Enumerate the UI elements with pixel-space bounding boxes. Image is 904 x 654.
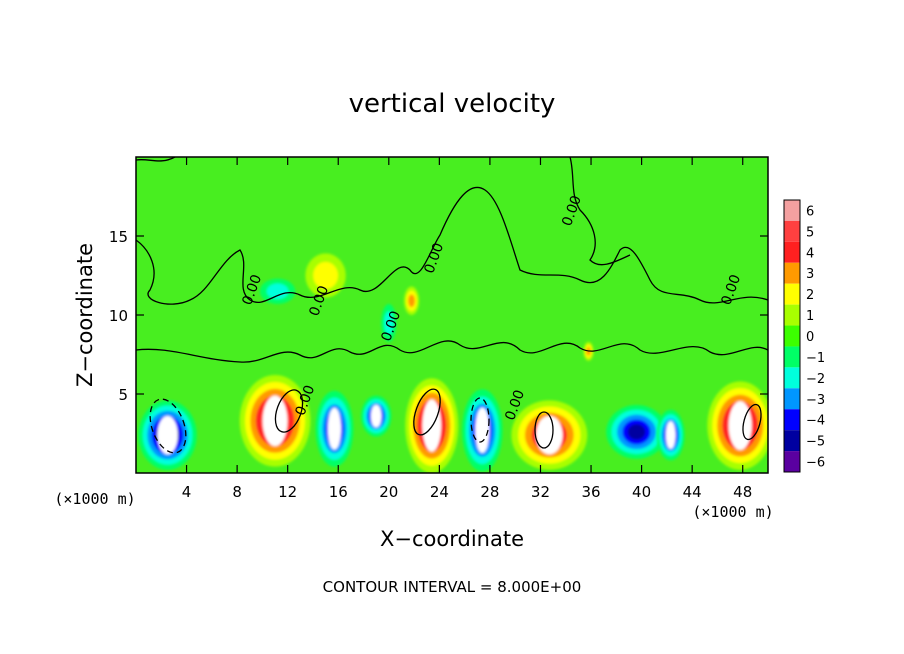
colorbar-label-13: −6 — [806, 456, 825, 471]
colorbar-swatch-12 — [784, 430, 800, 452]
x-tick-label-28: 28 — [480, 483, 499, 501]
chart-title: vertical velocity — [349, 89, 556, 119]
velocity-cell-1 — [138, 400, 197, 470]
y-unit-label: (×1000 m) — [54, 490, 135, 508]
colorbar: 6 5 4 3 2 1 0 −1 −2 −3 −4 −5 −6 — [783, 199, 825, 473]
y-axis-ticks: 5 10 15 — [109, 228, 768, 404]
zero-contour-cell-3 — [413, 388, 441, 436]
colorbar-swatch-10 — [784, 388, 800, 410]
colorbar-frame — [783, 199, 801, 473]
zero-contour-cell-6 — [742, 403, 762, 441]
velocity-cell-8-level-5 — [627, 424, 646, 440]
zero-contour-cell-5 — [534, 411, 554, 449]
colorbar-swatch-9 — [784, 367, 800, 389]
zero-contour-left — [136, 157, 176, 162]
x-tick-label-4: 4 — [182, 483, 192, 501]
colorbar-swatch-8 — [784, 346, 800, 368]
x-tick-label-24: 24 — [430, 483, 449, 501]
colorbar-swatch-11 — [784, 409, 800, 431]
velocity-cell-1-core — [157, 415, 178, 455]
velocity-cell-3-core — [327, 407, 342, 450]
velocity-cell-4 — [360, 395, 392, 437]
colorbar-label-12: −5 — [806, 435, 825, 450]
colorbar-label-6: 1 — [806, 309, 814, 324]
colorbar-label-3: 4 — [806, 246, 814, 261]
colorbar-label-10: −3 — [806, 393, 825, 408]
colorbar-label-8: −1 — [806, 351, 825, 366]
x-tick-label-16: 16 — [329, 483, 348, 501]
velocity-cell-10-core — [728, 401, 752, 450]
x-tick-label-20: 20 — [379, 483, 398, 501]
colorbar-label-2: 5 — [806, 225, 814, 240]
colorbar-swatch-4 — [784, 262, 800, 284]
colorbar-label-11: −4 — [806, 414, 825, 429]
velocity-cell-7 — [511, 400, 588, 470]
colorbar-swatch-3 — [784, 241, 800, 263]
zero-contour-upper — [136, 186, 768, 305]
velocity-cell-13-level-2 — [384, 311, 394, 335]
colorbar-swatch-6 — [784, 304, 800, 326]
velocity-cell-3 — [315, 390, 354, 467]
x-axis-label: X−coordinate — [380, 527, 524, 551]
y-tick-label-10: 10 — [109, 307, 128, 325]
velocity-cell-10 — [707, 381, 768, 470]
velocity-cell-4-core — [370, 404, 382, 428]
zero-contours — [136, 157, 768, 454]
zero-contour-lower — [136, 340, 768, 363]
zero-contour-cell-2 — [274, 389, 304, 433]
velocity-cell-11 — [403, 286, 420, 315]
colorbar-swatch-5 — [784, 283, 800, 305]
contour-interval-note: CONTOUR INTERVAL = 8.000E+00 — [323, 578, 582, 596]
colorbar-label-7: 0 — [806, 330, 814, 345]
velocity-cell-9-core — [665, 421, 676, 449]
x-unit-label: (×1000 m) — [692, 503, 773, 521]
x-tick-label-12: 12 — [278, 483, 297, 501]
colorbar-swatch-13 — [784, 451, 800, 472]
x-tick-label-36: 36 — [581, 483, 600, 501]
x-tick-label-48: 48 — [733, 483, 752, 501]
velocity-cell-8 — [606, 405, 667, 459]
x-tick-label-8: 8 — [232, 483, 242, 501]
colorbar-label-5: 2 — [806, 288, 814, 303]
x-tick-label-44: 44 — [683, 483, 702, 501]
colorbar-swatch-1 — [784, 200, 800, 221]
velocity-cell-9 — [656, 409, 685, 461]
velocity-cell-11-level-3 — [408, 294, 415, 308]
x-axis-ticks: 4 8 12 16 20 24 28 32 36 40 44 48 — [182, 157, 752, 501]
y-tick-label-5: 5 — [118, 386, 128, 404]
colorbar-label-1: 6 — [806, 204, 814, 219]
velocity-cell-14-level-2 — [313, 261, 339, 290]
colorbar-label-4: 3 — [806, 267, 814, 282]
colorbar-swatch-7 — [784, 325, 800, 347]
colorbar-swatch-2 — [784, 220, 800, 242]
x-tick-label-40: 40 — [632, 483, 651, 501]
velocity-field — [138, 253, 768, 473]
velocity-cell-13 — [381, 303, 397, 342]
velocity-cell-15 — [259, 278, 296, 304]
velocity-cell-15-level-2 — [266, 283, 289, 300]
zero-contour-right — [569, 157, 631, 266]
velocity-cell-7-core — [536, 415, 563, 455]
velocity-cell-6-core — [475, 407, 490, 453]
zero-contour-cell-1 — [149, 398, 187, 454]
y-tick-label-15: 15 — [109, 228, 128, 246]
colorbar-label-9: −2 — [806, 372, 825, 387]
zero-contour-cell-4 — [470, 397, 490, 443]
velocity-cell-14 — [305, 253, 346, 298]
y-axis-label: Z−coordinate — [73, 243, 97, 387]
velocity-cell-6 — [462, 389, 503, 472]
x-tick-label-32: 32 — [531, 483, 550, 501]
